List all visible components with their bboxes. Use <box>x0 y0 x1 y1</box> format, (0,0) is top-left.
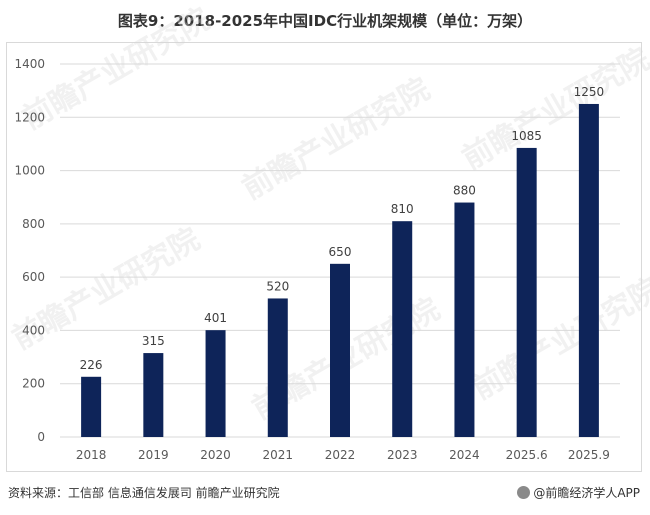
x-tick-label: 2023 <box>387 448 418 462</box>
data-label: 520 <box>266 279 289 293</box>
data-label: 1085 <box>511 129 542 143</box>
watermark-layer: 前瞻产业研究院 前瞻产业研究院 前瞻产业研究院 前瞻产业研究院 前瞻产业研究院 … <box>7 2 650 427</box>
x-tick-label: 2022 <box>325 448 356 462</box>
data-label: 226 <box>80 358 103 372</box>
y-tick-label: 200 <box>22 377 45 391</box>
watermark: 前瞻产业研究院 <box>237 72 436 207</box>
y-tick-label: 1000 <box>14 164 45 178</box>
data-label: 315 <box>142 334 165 348</box>
bar-2019 <box>143 353 164 437</box>
source-note: 资料来源：工信部 信息通信发展司 前瞻产业研究院 <box>8 486 280 500</box>
bar-2024 <box>454 202 475 437</box>
data-label: 810 <box>391 202 414 216</box>
watermark: 前瞻产业研究院 <box>457 42 650 177</box>
y-tick-label: 0 <box>37 430 45 444</box>
x-tick-label: 2018 <box>76 448 107 462</box>
bar-2025.6 <box>516 147 537 438</box>
y-tick-label: 400 <box>22 323 45 337</box>
data-label: 650 <box>329 245 352 259</box>
x-tick-label: 2024 <box>449 448 480 462</box>
x-tick-label: 2019 <box>138 448 169 462</box>
y-tick-label: 1200 <box>14 110 45 124</box>
x-tick-label: 2025.6 <box>506 448 548 462</box>
data-labels: 226 315 401 520 650 810 880 1085 1250 <box>80 85 605 372</box>
bar-2021 <box>267 298 288 437</box>
y-tick-label: 800 <box>22 217 45 231</box>
bars <box>81 103 599 438</box>
watermark: 前瞻产业研究院 <box>467 272 650 407</box>
y-tick-label: 1400 <box>14 57 45 71</box>
brand-label: @前瞻经济学人APP <box>533 486 640 500</box>
data-label: 401 <box>204 311 227 325</box>
x-axis: 2018 2019 2020 2021 2022 2023 2024 2025.6 2025.9 <box>76 448 610 462</box>
watermark: 前瞻产业研究院 <box>17 2 216 137</box>
y-axis: 0 200 400 600 800 1000 1200 1400 <box>14 57 45 444</box>
x-tick-label: 2025.9 <box>568 448 610 462</box>
bar-2025.9 <box>578 103 599 437</box>
y-tick-label: 600 <box>22 270 45 284</box>
bar-2022 <box>330 263 350 437</box>
brand-credit: @前瞻经济学人APP <box>517 484 640 501</box>
brand-logo-icon <box>517 486 531 499</box>
bar-2020 <box>205 330 226 437</box>
bar-2023 <box>392 221 413 437</box>
bar-2018 <box>81 376 102 437</box>
data-label: 1250 <box>574 85 605 99</box>
x-tick-label: 2021 <box>263 448 294 462</box>
x-tick-label: 2020 <box>200 448 231 462</box>
data-label: 880 <box>453 184 476 198</box>
chart-title: 图表9：2018-2025年中国IDC行业机架规模（单位：万架） <box>117 12 533 30</box>
